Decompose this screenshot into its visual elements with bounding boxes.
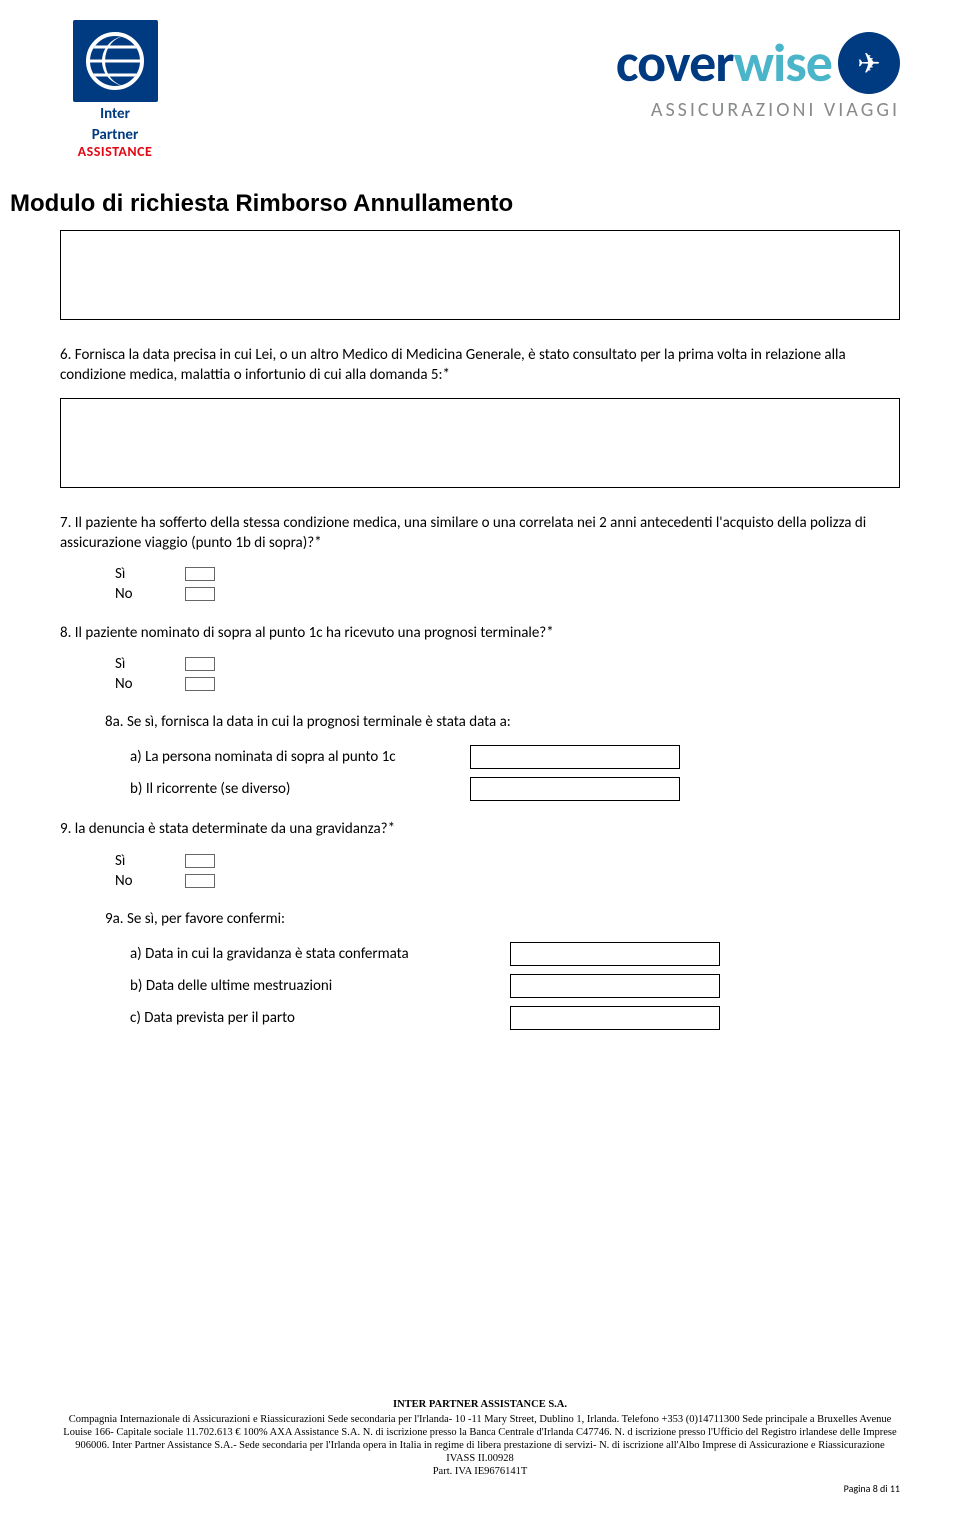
ipa-logo: Inter Partner ASSISTANCE xyxy=(60,20,170,160)
coverwise-main: coverwise ✈ xyxy=(616,30,900,96)
q9-no-checkbox[interactable] xyxy=(185,874,215,888)
q9a-c-label: c) Data prevista per il parto xyxy=(130,1009,510,1027)
ipa-logo-assist: ASSISTANCE xyxy=(78,143,153,160)
textbox-q6[interactable] xyxy=(60,398,900,488)
q9a-title: 9a. Se sì, per favore confermi: xyxy=(105,910,900,928)
yesno-q9: Sì No xyxy=(115,852,900,890)
q9-yes-label: Sì xyxy=(115,852,145,870)
cw-wise: wise xyxy=(734,30,832,96)
section-9: 9. la denuncia è stata determinate da un… xyxy=(60,819,900,1029)
q7-no-checkbox[interactable] xyxy=(185,587,215,601)
yesno-q8: Sì No xyxy=(115,655,900,693)
question-9: 9. la denuncia è stata determinate da un… xyxy=(60,819,900,839)
q9a-b-input[interactable] xyxy=(510,974,720,998)
plane-badge-icon: ✈ xyxy=(838,32,900,94)
q9a-a-input[interactable] xyxy=(510,942,720,966)
q9a-b-label: b) Data delle ultime mestruazioni xyxy=(130,977,510,995)
q8-yes-label: Sì xyxy=(115,655,145,673)
q7-no-label: No xyxy=(115,585,145,603)
coverwise-logo: coverwise ✈ ASSICURAZIONI VIAGGI xyxy=(616,30,900,122)
ipa-logo-line2: Partner xyxy=(92,127,139,144)
footer-body: Compagnia Internazionale di Assicurazion… xyxy=(60,1413,900,1466)
ipa-badge xyxy=(73,20,158,102)
q9a-a-label: a) Data in cui la gravidanza è stata con… xyxy=(130,945,510,963)
footer-iva: Part. IVA IE9676141T xyxy=(60,1465,900,1478)
q9a-c-input[interactable] xyxy=(510,1006,720,1030)
yesno-q7: Sì No xyxy=(115,565,900,603)
ipa-logo-line1: Inter xyxy=(100,106,130,123)
coverwise-wordmark: coverwise xyxy=(616,30,832,96)
section-9a: 9a. Se sì, per favore confermi: a) Data … xyxy=(105,910,900,1030)
cw-cover: cover xyxy=(616,30,734,96)
q8a-title: 8a. Se sì, fornisca la data in cui la pr… xyxy=(105,713,900,731)
plane-icon: ✈ xyxy=(857,46,880,81)
q8a-a-input[interactable] xyxy=(470,745,680,769)
coverwise-subtitle: ASSICURAZIONI VIAGGI xyxy=(616,98,900,122)
q9-yes-checkbox[interactable] xyxy=(185,854,215,868)
q7-yes-label: Sì xyxy=(115,565,145,583)
q8a-a-label: a) La persona nominata di sopra al punto… xyxy=(130,748,470,766)
section-8a: 8a. Se sì, fornisca la data in cui la pr… xyxy=(105,713,900,801)
q8-no-label: No xyxy=(115,675,145,693)
q9-no-label: No xyxy=(115,872,145,890)
question-6: 6. Fornisca la data precisa in cui Lei, … xyxy=(60,345,900,386)
q8-yes-checkbox[interactable] xyxy=(185,657,215,671)
q7-yes-checkbox[interactable] xyxy=(185,567,215,581)
question-8: 8. Il paziente nominato di sopra al punt… xyxy=(60,623,900,643)
textbox-top[interactable] xyxy=(60,230,900,320)
page-footer: INTER PARTNER ASSISTANCE S.A. Compagnia … xyxy=(60,1398,900,1495)
globe-icon xyxy=(86,32,144,90)
q8-no-checkbox[interactable] xyxy=(185,677,215,691)
page-title: Modulo di richiesta Rimborso Annullament… xyxy=(10,190,900,218)
page-number: Pagina 8 di 11 xyxy=(60,1483,900,1496)
q8a-b-input[interactable] xyxy=(470,777,680,801)
footer-company: INTER PARTNER ASSISTANCE S.A. xyxy=(60,1398,900,1411)
page-header: Inter Partner ASSISTANCE coverwise ✈ ASS… xyxy=(60,20,900,160)
q8a-b-label: b) Il ricorrente (se diverso) xyxy=(130,780,470,798)
question-7: 7. Il paziente ha sofferto della stessa … xyxy=(60,513,900,554)
